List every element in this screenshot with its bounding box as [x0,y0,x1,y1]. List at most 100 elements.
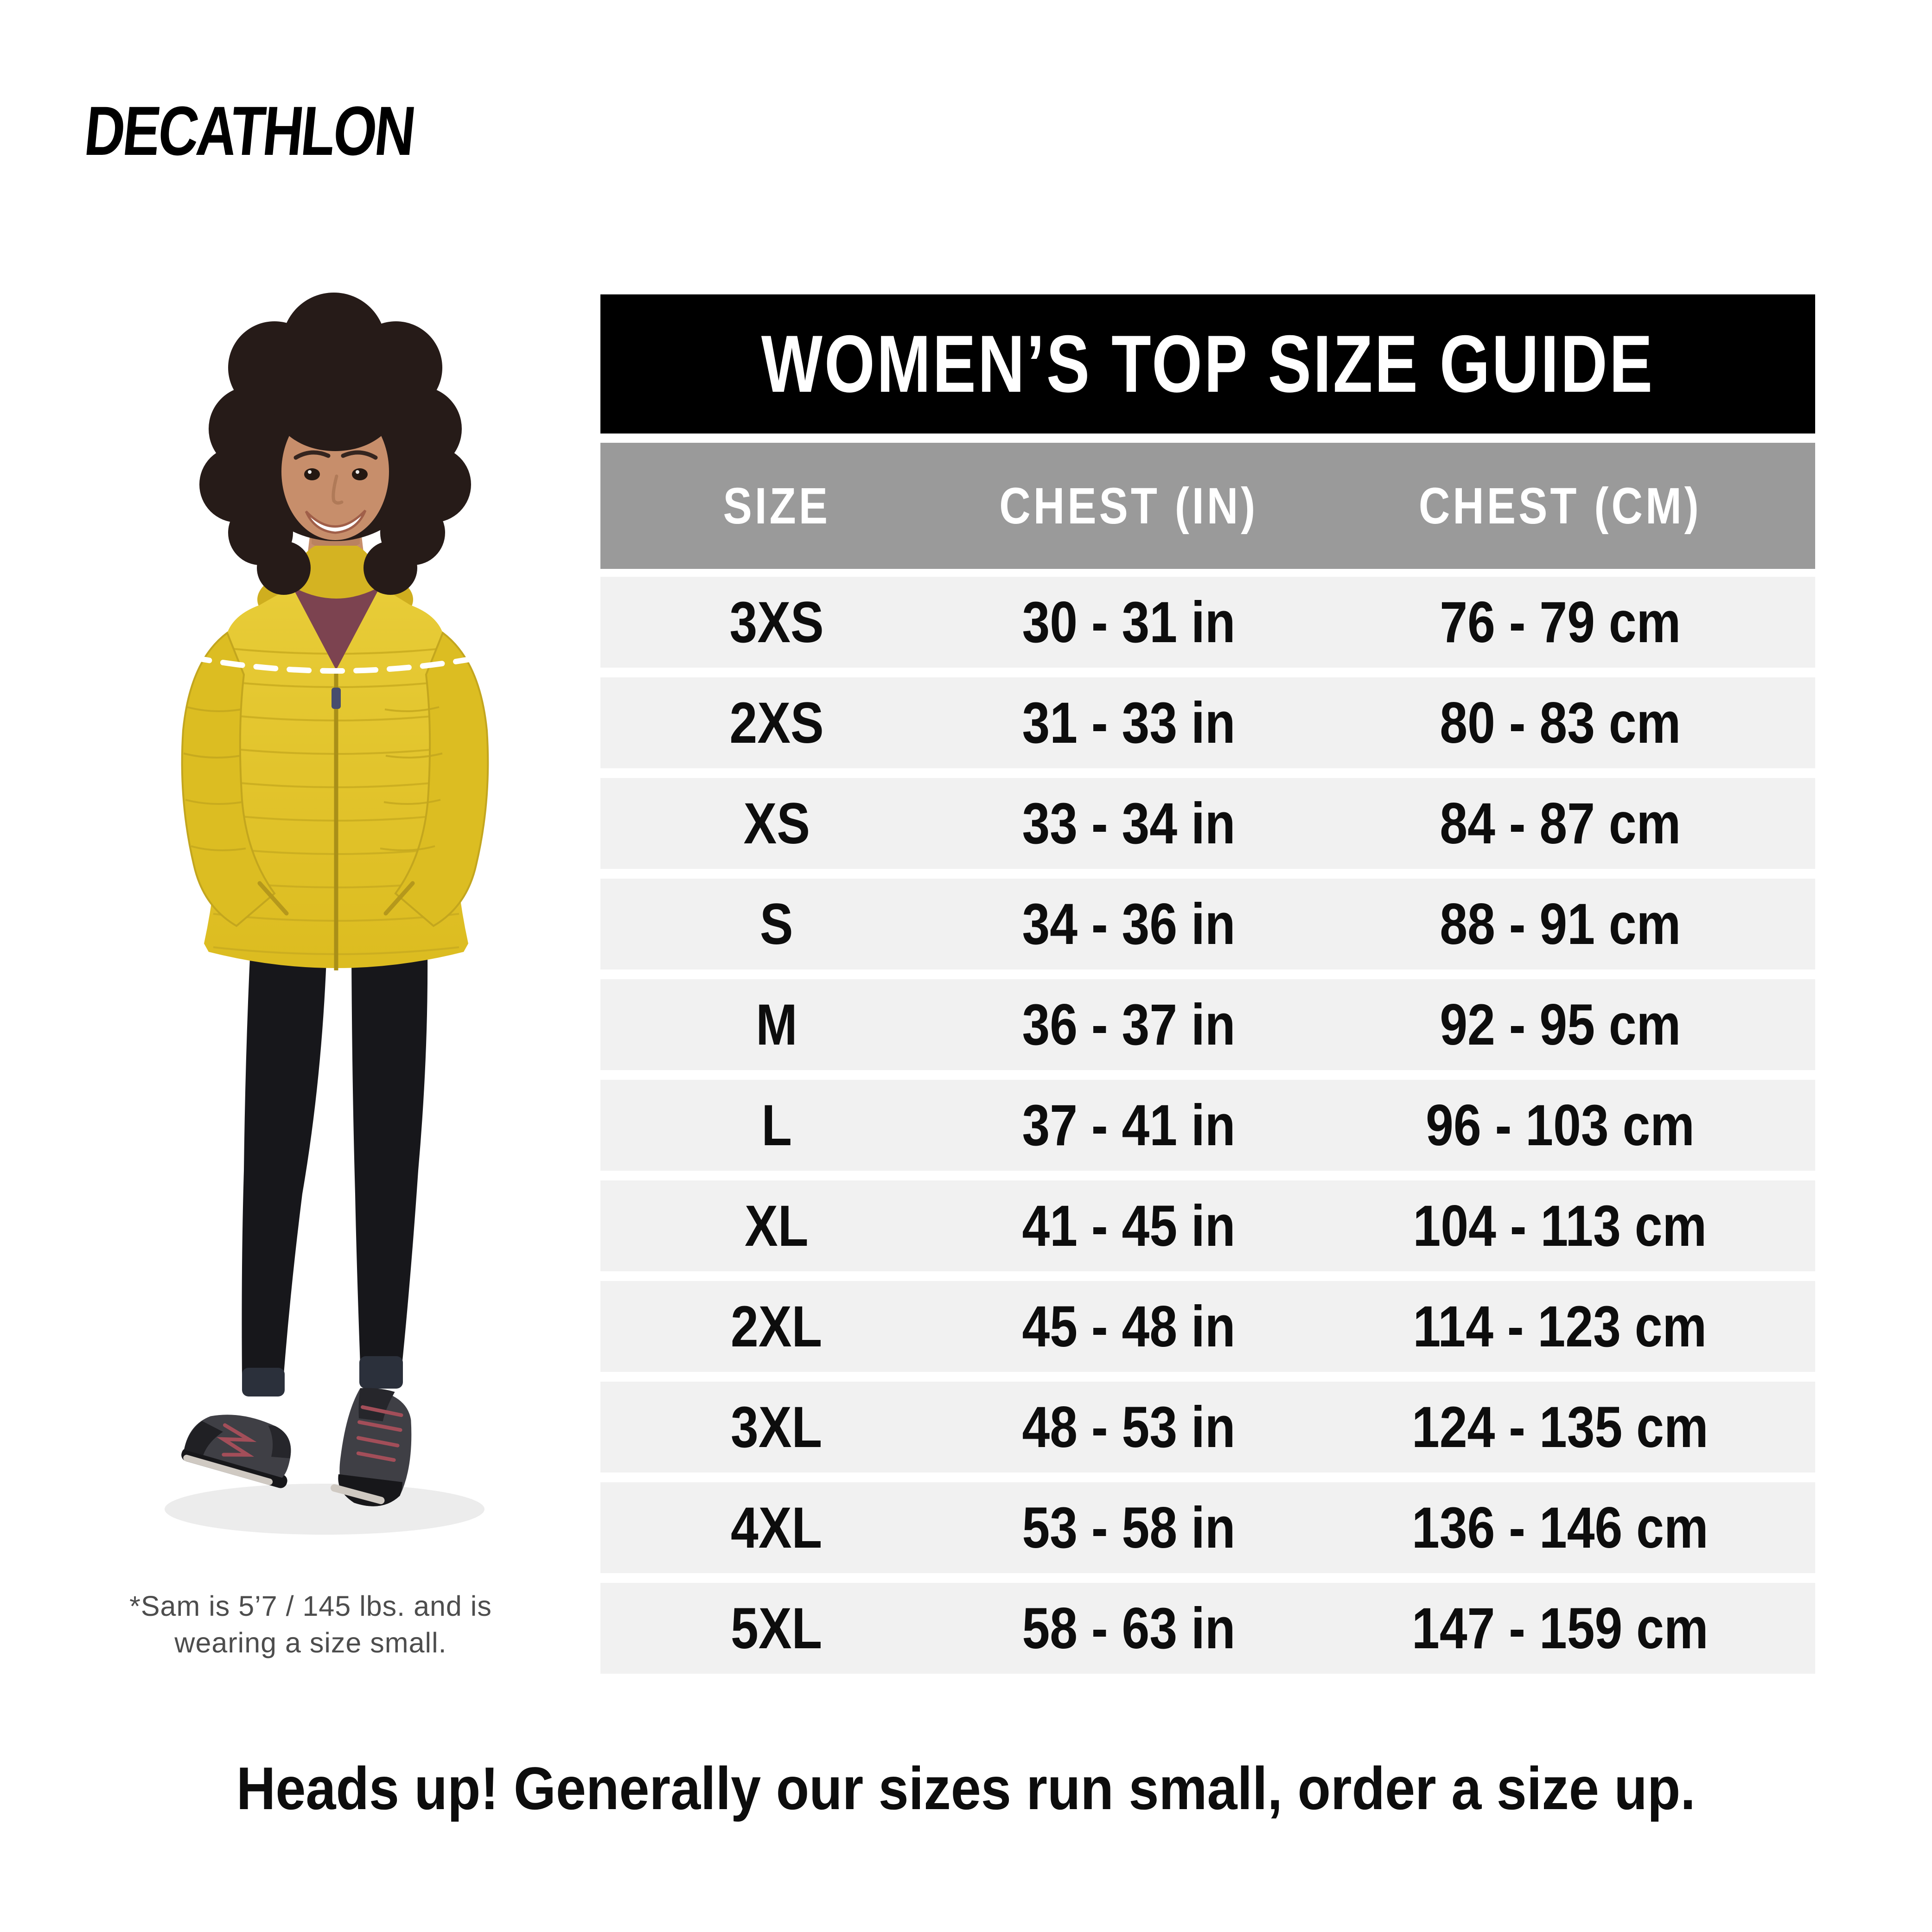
chest-cm-cell: 84 - 87 cm [1305,791,1815,857]
chest-cm-value: 136 - 146 cm [1412,1495,1709,1560]
chest-in-value: 45 - 48 in [1022,1294,1236,1359]
chest-in-value: 41 - 45 in [1022,1193,1236,1258]
size-value: M [756,992,797,1057]
chest-in-value: 37 - 41 in [1022,1093,1236,1158]
chest-cm-value: 96 - 103 cm [1425,1093,1695,1158]
chest-in-value: 30 - 31 in [1022,590,1236,655]
table-row: L 37 - 41 in 96 - 103 cm [600,1080,1815,1171]
table-row: 3XS 30 - 31 in 76 - 79 cm [600,577,1815,668]
table-title: WOMEN’S TOP SIZE GUIDE [761,319,1655,409]
chest-in-cell: 58 - 63 in [953,1595,1305,1662]
table-title-bar: WOMEN’S TOP SIZE GUIDE [600,294,1815,434]
chest-in-cell: 45 - 48 in [953,1294,1305,1360]
sizing-tagline-text: Heads up! Generally our sizes run small,… [236,1754,1696,1822]
shirt [292,587,380,671]
chest-in-value: 31 - 33 in [1022,690,1236,755]
chest-cm-value: 124 - 135 cm [1412,1395,1709,1460]
shoe-right [331,1388,412,1506]
size-value: L [761,1093,792,1158]
jacket-sleeves [181,631,489,927]
sock-left [242,1368,285,1396]
size-value: S [760,892,793,956]
size-value: 4XL [731,1495,823,1560]
size-value: XL [745,1193,809,1258]
chest-cm-cell: 114 - 123 cm [1305,1294,1815,1360]
column-header-chest-cm-label: CHEST (CM) [1418,477,1702,535]
model-footnote-line2: wearing a size small. [174,1627,447,1659]
size-value: 3XL [731,1395,823,1460]
decathlon-logo: DECATHLON [81,92,418,170]
table-row: 2XL 45 - 48 in 114 - 123 cm [600,1281,1815,1372]
sock-right [359,1356,403,1389]
table-row: M 36 - 37 in 92 - 95 cm [600,979,1815,1070]
chest-cm-cell: 80 - 83 cm [1305,690,1815,756]
chest-in-cell: 33 - 34 in [953,791,1305,857]
chest-in-cell: 41 - 45 in [953,1193,1305,1259]
size-cell: XS [600,791,953,857]
chest-in-cell: 53 - 58 in [953,1495,1305,1561]
chest-in-value: 53 - 58 in [1022,1495,1236,1560]
size-value: 3XS [729,590,824,655]
chest-in-value: 34 - 36 in [1022,892,1236,956]
table-rows: 3XS 30 - 31 in 76 - 79 cm 2XS 31 - 33 in… [600,577,1815,1674]
column-header-size: SIZE [600,477,953,536]
pocket-left [257,881,289,916]
chest-in-cell: 37 - 41 in [953,1092,1305,1159]
chest-in-cell: 48 - 53 in [953,1394,1305,1460]
chest-measure-line [187,654,485,674]
size-cell: M [600,992,953,1058]
chest-in-value: 36 - 37 in [1022,992,1236,1057]
column-header-size-label: SIZE [723,477,830,535]
size-cell: 3XL [600,1394,953,1460]
chest-cm-value: 84 - 87 cm [1439,791,1681,856]
sleeve-quilting [183,706,443,851]
size-value: 5XL [731,1596,823,1661]
table-row: 4XL 53 - 58 in 136 - 146 cm [600,1482,1815,1573]
chest-cm-cell: 92 - 95 cm [1305,992,1815,1058]
chest-cm-cell: 124 - 135 cm [1305,1394,1815,1460]
chest-cm-value: 76 - 79 cm [1439,590,1681,655]
leggings [242,948,428,1375]
model-footnote-line1: *Sam is 5’7 / 145 lbs. and is [129,1590,492,1622]
floor-shadow [165,1484,485,1535]
model-photo [165,293,489,1535]
chest-in-cell: 30 - 31 in [953,589,1305,656]
size-cell: L [600,1092,953,1159]
jacket-collar [292,546,380,599]
table-column-headers: SIZE CHEST (IN) CHEST (CM) [600,443,1815,569]
table-row: XS 33 - 34 in 84 - 87 cm [600,778,1815,869]
size-cell: XL [600,1193,953,1259]
size-guide-table: WOMEN’S TOP SIZE GUIDE SIZE CHEST (IN) C… [600,294,1815,1683]
chest-cm-cell: 88 - 91 cm [1305,891,1815,957]
shoe-left [181,1415,291,1488]
column-header-chest-in-label: CHEST (IN) [999,477,1258,535]
size-value: XS [743,791,810,856]
chest-cm-value: 92 - 95 cm [1439,992,1681,1057]
table-row: 2XS 31 - 33 in 80 - 83 cm [600,677,1815,768]
chest-cm-cell: 147 - 159 cm [1305,1595,1815,1662]
table-row: S 34 - 36 in 88 - 91 cm [600,879,1815,969]
table-row: XL 41 - 45 in 104 - 113 cm [600,1180,1815,1271]
chest-in-cell: 36 - 37 in [953,992,1305,1058]
size-value: 2XS [729,690,824,755]
chest-cm-cell: 76 - 79 cm [1305,589,1815,656]
size-cell: 4XL [600,1495,953,1561]
chest-in-value: 48 - 53 in [1022,1395,1236,1460]
size-cell: 2XL [600,1294,953,1360]
size-value: 2XL [731,1294,823,1359]
column-header-chest-in: CHEST (IN) [953,477,1305,536]
chest-cm-value: 80 - 83 cm [1439,690,1681,755]
chest-cm-value: 104 - 113 cm [1413,1193,1707,1258]
size-cell: 5XL [600,1595,953,1662]
face-features [293,450,378,534]
pocket-right [383,881,415,916]
hair-fringe [274,362,396,451]
size-cell: 2XS [600,690,953,756]
chest-in-value: 33 - 34 in [1022,791,1236,856]
chest-cm-value: 88 - 91 cm [1439,892,1681,956]
model-footnote: *Sam is 5’7 / 145 lbs. and is wearing a … [23,1588,598,1662]
size-cell: S [600,891,953,957]
table-row: 3XL 48 - 53 in 124 - 135 cm [600,1382,1815,1473]
chest-in-cell: 34 - 36 in [953,891,1305,957]
